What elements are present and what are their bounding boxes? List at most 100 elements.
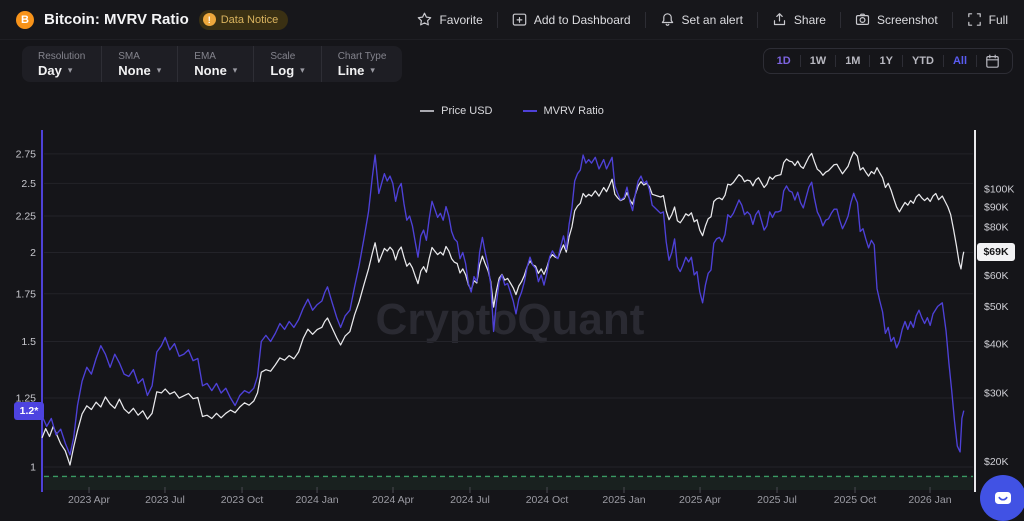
- chart-type-dropdown[interactable]: Chart Type Line ▾: [322, 46, 403, 82]
- sma-dropdown-label: SMA: [118, 50, 140, 62]
- y-left-tick-label: 2.25: [16, 211, 37, 223]
- range-button-ytd[interactable]: YTD: [911, 55, 934, 67]
- warning-icon: !: [202, 13, 216, 26]
- range-divider: [976, 55, 977, 67]
- share-icon: [773, 13, 786, 26]
- chart-settings-toolbar: Resolution Day ▾ SMA None ▾ EMA None ▾ Scale Log ▾ C…: [22, 46, 403, 82]
- data-notice-label: Data Notice: [220, 13, 279, 26]
- header-divider: [839, 11, 841, 28]
- add-to-dashboard-button[interactable]: Add to Dashboard: [512, 12, 631, 27]
- ema-dropdown-label: EMA: [194, 50, 216, 62]
- header-actions: Favorite Add to Dashboard Set an alert Shar…: [417, 11, 1008, 28]
- ema-dropdown-value: None: [194, 62, 227, 78]
- x-tick-label: 2025 Apr: [679, 494, 722, 506]
- y-right-tick-label: $90K: [984, 201, 1009, 213]
- chevron-down-icon: ▾: [156, 64, 162, 75]
- range-button-1m[interactable]: 1M: [845, 55, 861, 67]
- screenshot-button[interactable]: Screenshot: [855, 12, 938, 27]
- set-alert-button[interactable]: Set an alert: [660, 12, 743, 27]
- y-left-tick-label: 1.5: [21, 336, 36, 348]
- calendar-icon: [986, 54, 999, 68]
- y-right-tick-label: $80K: [984, 221, 1009, 233]
- x-tick-label: 2024 Oct: [526, 494, 569, 506]
- dashboard-icon: [512, 13, 527, 26]
- share-button[interactable]: Share: [772, 12, 826, 27]
- bell-icon: [661, 13, 673, 26]
- range-button-all[interactable]: All: [952, 55, 967, 67]
- calendar-button[interactable]: [977, 54, 1008, 69]
- y-left-tick-label: 1.75: [16, 288, 37, 300]
- header-divider: [951, 11, 953, 28]
- x-tick-label: 2026 Jan: [908, 494, 951, 506]
- sma-dropdown[interactable]: SMA None ▾: [102, 46, 179, 82]
- x-tick-label: 2023 Oct: [221, 494, 264, 506]
- mvrv-current-badge: 1.2*: [14, 401, 44, 420]
- legend-label: Price USD: [441, 105, 493, 117]
- y-left-tick-label: 2.75: [16, 148, 37, 160]
- x-tick-label: 2025 Jul: [757, 494, 797, 506]
- y-right-tick-label: $40K: [984, 339, 1009, 351]
- watermark: CryptoQuant: [375, 295, 645, 344]
- y-right-tick-label: $100K: [984, 184, 1014, 196]
- resolution-dropdown-value: Day: [38, 62, 62, 78]
- y-left-tick-label: 1.25: [16, 392, 37, 404]
- sma-dropdown-value: None: [118, 62, 151, 78]
- x-tick-label: 2025 Jan: [602, 494, 645, 506]
- chart-type-dropdown-label: Chart Type: [337, 50, 387, 62]
- legend-item-mvrv-ratio[interactable]: MVRV Ratio: [522, 105, 604, 117]
- x-tick-label: 2023 Apr: [68, 494, 111, 506]
- range-button-1y[interactable]: 1Y: [879, 55, 893, 67]
- chart-header: B Bitcoin: MVRV Ratio ! Data Notice Favo…: [0, 0, 1024, 40]
- page-title: Bitcoin: MVRV Ratio: [44, 11, 189, 28]
- legend-swatch: [522, 110, 537, 112]
- price-line: [41, 151, 965, 466]
- chat-bubble-icon: [995, 492, 1011, 504]
- full-label: Full: [988, 12, 1008, 27]
- y-left-tick-label: 2.5: [21, 178, 36, 190]
- header-divider: [644, 11, 646, 28]
- favorite-button[interactable]: Favorite: [417, 12, 483, 27]
- ema-dropdown[interactable]: EMA None ▾: [178, 46, 255, 82]
- x-tick-label: 2024 Apr: [372, 494, 415, 506]
- legend-item-price-usd[interactable]: Price USD: [420, 105, 493, 117]
- full-button[interactable]: Full: [967, 12, 1008, 27]
- share-label: Share: [793, 12, 826, 27]
- price-current-badge: $69K: [977, 242, 1015, 261]
- scale-dropdown[interactable]: Scale Log ▾: [254, 46, 322, 82]
- screenshot-label: Screenshot: [876, 12, 938, 27]
- range-divider: [942, 55, 944, 67]
- y-right-tick-label: $30K: [984, 387, 1009, 399]
- bitcoin-icon: B: [16, 10, 34, 29]
- x-tick-label: 2024 Jan: [295, 494, 338, 506]
- resolution-dropdown[interactable]: Resolution Day ▾: [22, 46, 103, 82]
- fullscreen-icon: [967, 13, 981, 26]
- range-button-1d[interactable]: 1D: [776, 55, 791, 67]
- range-divider: [869, 55, 871, 67]
- range-divider: [799, 55, 801, 67]
- chart-legend: Price USD MVRV Ratio: [0, 105, 1024, 117]
- chat-button[interactable]: [980, 475, 1024, 521]
- header-title-group: B Bitcoin: MVRV Ratio ! Data Notice: [16, 9, 289, 30]
- camera-icon: [855, 13, 870, 26]
- y-left-tick-label: 2: [30, 247, 36, 259]
- chevron-down-icon: ▾: [67, 64, 73, 75]
- time-range-toolbar: 1D 1W 1M 1Y YTD All: [762, 48, 1013, 74]
- favorite-label: Favorite: [439, 12, 483, 27]
- data-notice-badge[interactable]: ! Data Notice: [198, 9, 289, 30]
- y-right-tick-label: $50K: [984, 301, 1009, 313]
- resolution-dropdown-label: Resolution: [38, 50, 86, 62]
- y-right-tick-label: $20K: [984, 456, 1009, 468]
- chart-type-dropdown-value: Line: [337, 62, 365, 78]
- mvrv-line: [41, 154, 965, 456]
- chevron-down-icon: ▾: [300, 64, 305, 75]
- x-tick-label: 2023 Jul: [145, 494, 185, 506]
- chevron-down-icon: ▾: [370, 64, 375, 75]
- header-divider: [496, 11, 498, 28]
- x-tick-label: 2024 Jul: [450, 494, 490, 506]
- y-right-tick-label: $60K: [984, 270, 1009, 282]
- scale-dropdown-value: Log: [270, 62, 295, 78]
- range-button-1w[interactable]: 1W: [809, 55, 827, 67]
- legend-label: MVRV Ratio: [543, 105, 604, 117]
